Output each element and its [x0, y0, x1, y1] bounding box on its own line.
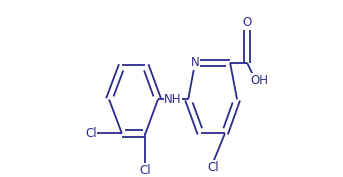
- Text: N: N: [191, 56, 200, 69]
- Text: Cl: Cl: [140, 164, 151, 176]
- Text: NH: NH: [164, 93, 182, 106]
- Text: Cl: Cl: [85, 127, 97, 140]
- Text: O: O: [243, 16, 252, 29]
- Text: OH: OH: [251, 74, 269, 87]
- Text: Cl: Cl: [207, 161, 218, 174]
